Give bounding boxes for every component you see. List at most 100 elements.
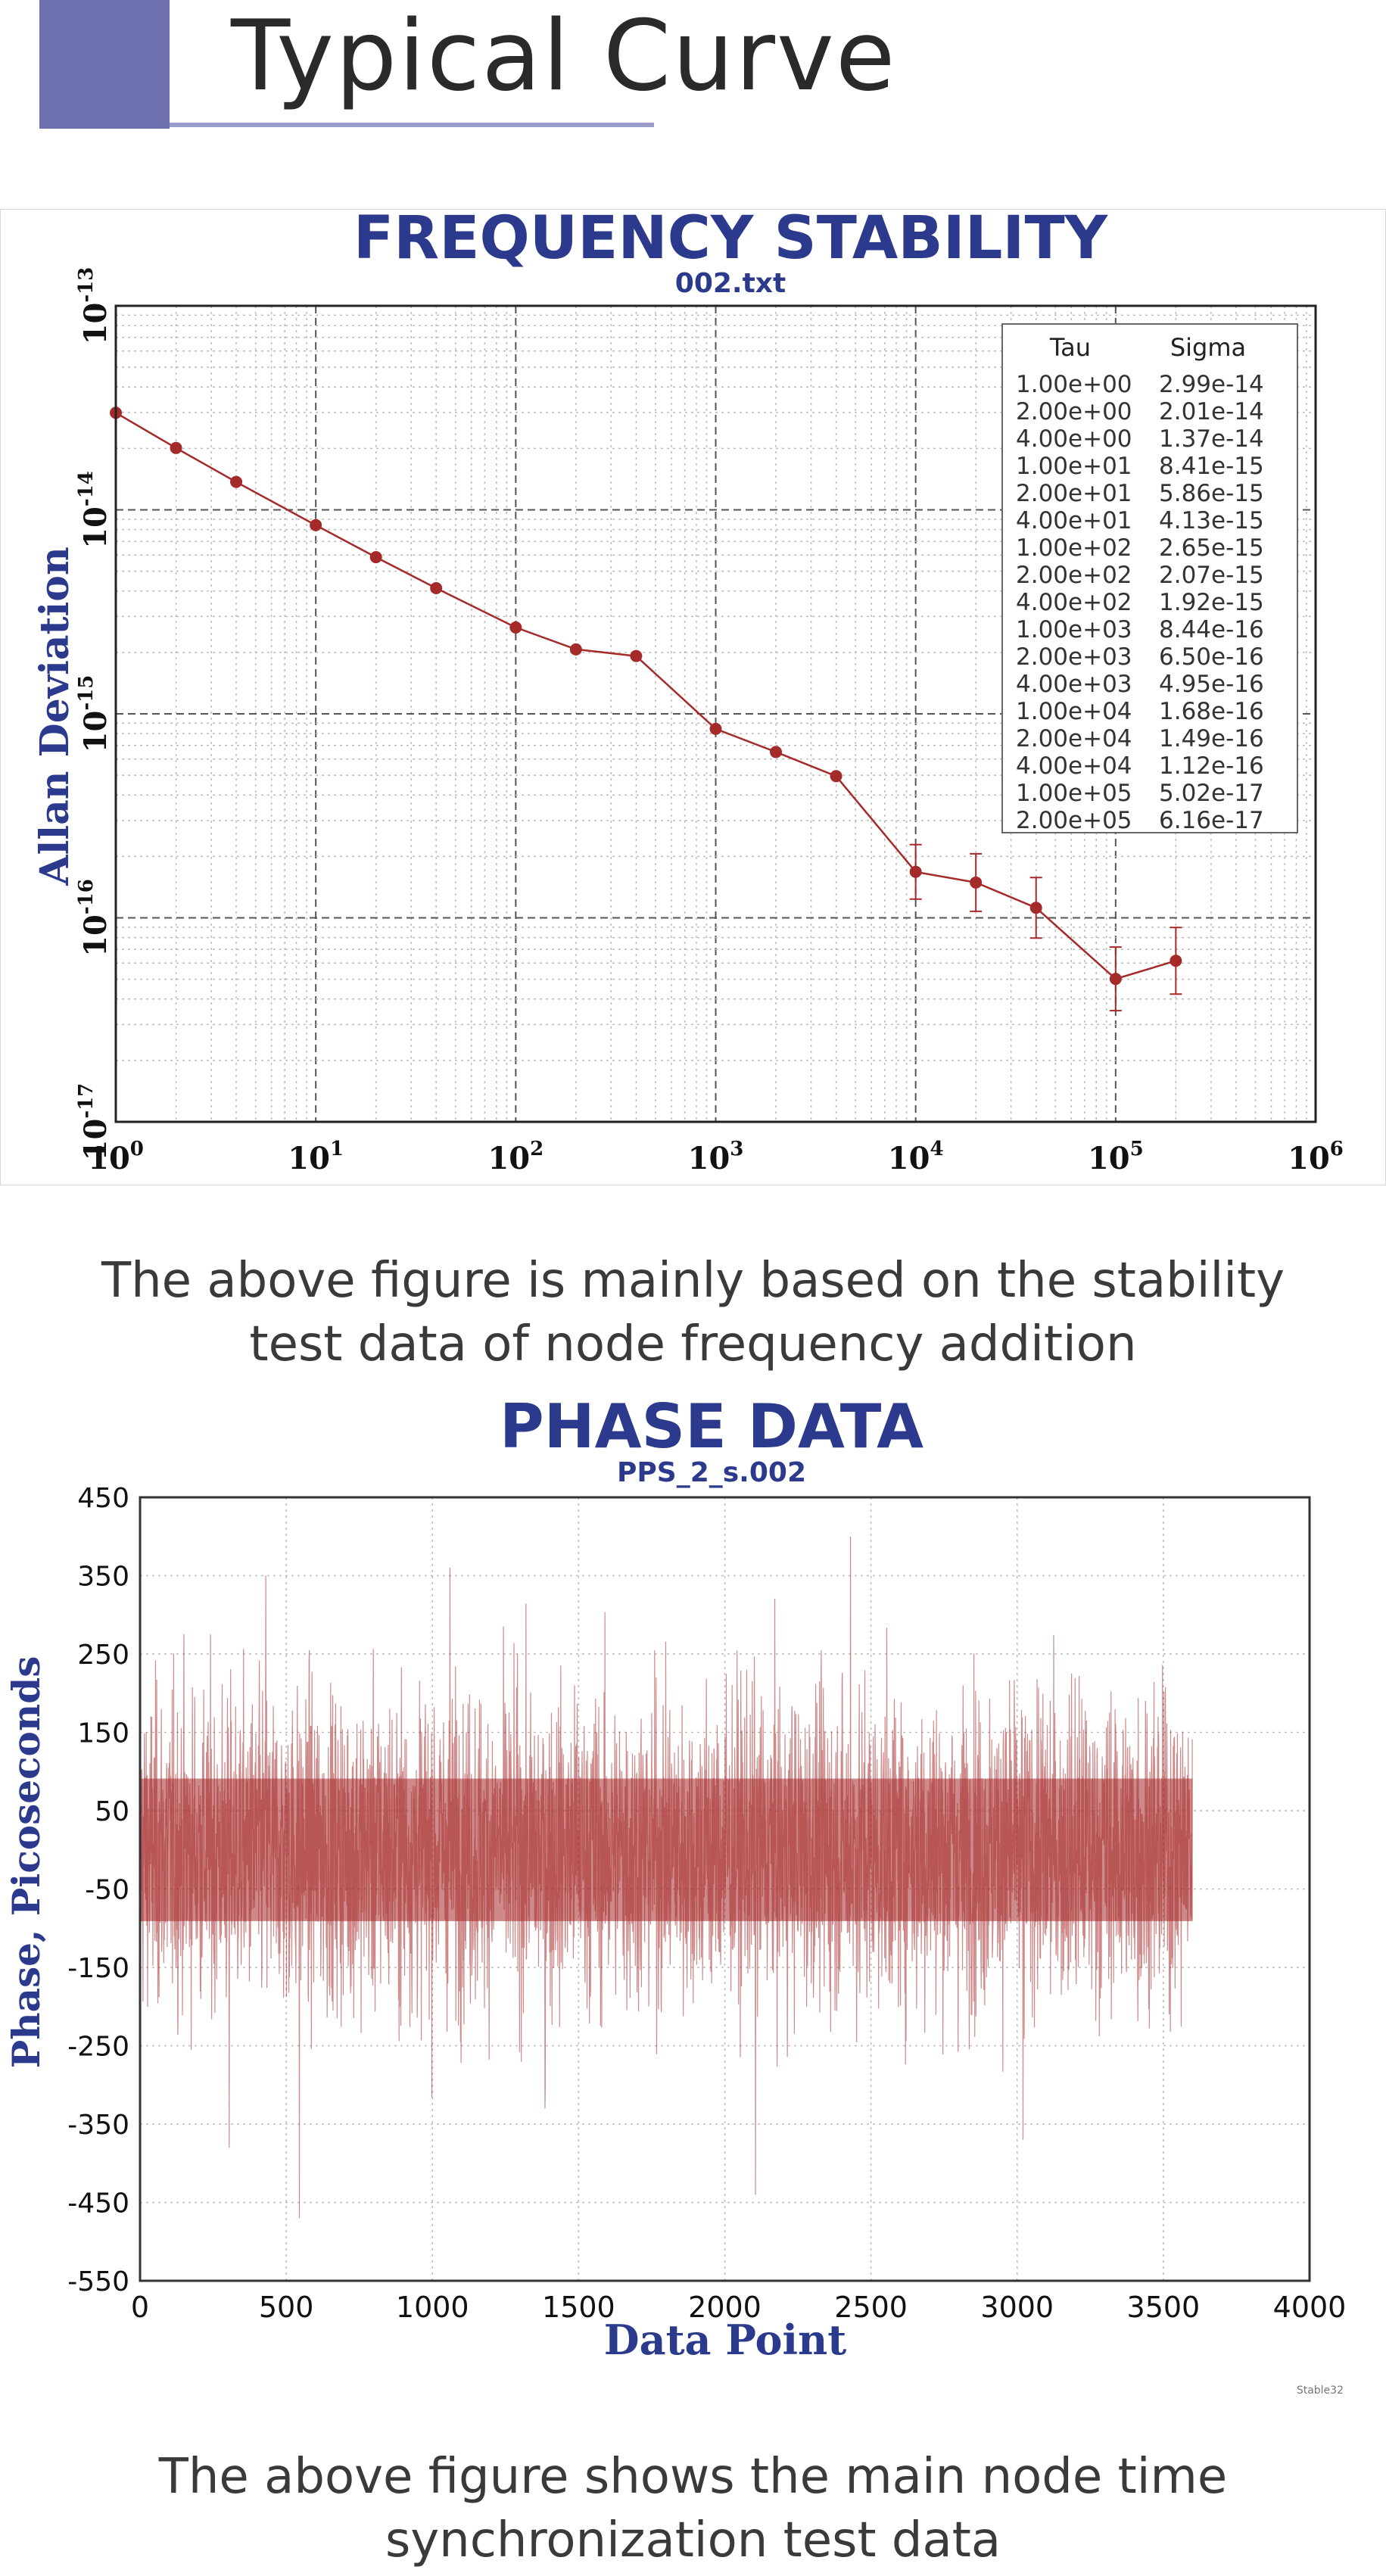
y-tick-label: -250 [67,2032,129,2063]
table-cell-tau: 1.00e+05 [1016,780,1132,807]
y-tick-label: -450 [67,2188,129,2219]
y-tick-label: 350 [77,1562,129,1593]
frequency-stability-chart: FREQUENCY STABILITY 002.txt Allan Deviat… [0,209,1386,1185]
x-tick-label: 3000 [980,2291,1054,2324]
table-cell-tau: 2.00e+03 [1016,643,1132,671]
data-point [569,643,582,656]
data-point [630,649,643,662]
y-axis-label: Phase, Picoseconds [4,1656,48,2069]
table-cell-sigma: 1.49e-16 [1159,725,1264,752]
table-cell-sigma: 6.16e-17 [1159,807,1264,834]
data-point [770,746,783,758]
x-tick-label: 500 [259,2291,314,2324]
x-tick-label: 101 [288,1138,344,1176]
y-tick-label: -350 [67,2110,129,2141]
table-cell-tau: 1.00e+04 [1016,698,1132,725]
x-tick-label: 2000 [688,2291,762,2324]
data-point [970,876,983,889]
data-point [709,722,722,735]
table-cell-sigma: 1.92e-15 [1159,589,1264,616]
page-title: Typical Curve [231,0,897,113]
table-cell-tau: 2.00e+01 [1016,480,1132,507]
table-header-tau: Tau [1049,333,1091,362]
y-tick-label: 10-16 [75,879,114,957]
table-cell-sigma: 5.86e-15 [1159,480,1264,507]
table-header-sigma: Sigma [1170,333,1246,362]
legend-table-box [1001,323,1298,833]
y-tick-label: 250 [77,1640,129,1671]
chart-title: FREQUENCY STABILITY [354,209,1109,273]
data-point [830,770,843,783]
phase-data-chart: PHASE DATA PPS_2_s.002 Phase, Picosecond… [4,1391,1347,2397]
x-tick-label: 0 [131,2291,149,2324]
x-tick-label: 2500 [834,2291,908,2324]
table-cell-tau: 2.00e+05 [1016,807,1132,834]
table-cell-tau: 2.00e+00 [1016,398,1132,425]
y-tick-label: 10-15 [75,675,114,753]
x-tick-label: 103 [688,1138,744,1176]
table-cell-tau: 4.00e+03 [1016,671,1132,698]
x-tick-label: 102 [487,1138,543,1176]
data-point [909,865,922,878]
caption-line: test data of node frequency addition [249,1316,1137,1372]
table-cell-tau: 2.00e+04 [1016,725,1132,752]
table-cell-sigma: 6.50e-16 [1159,643,1264,671]
x-tick-label: 1000 [396,2291,469,2324]
data-point [430,582,443,595]
x-tick-label: 105 [1088,1138,1144,1176]
title-underline [170,123,654,127]
data-point [170,441,182,454]
table-cell-sigma: 1.68e-16 [1159,698,1264,725]
table-cell-tau: 1.00e+01 [1016,453,1132,480]
table-cell-tau: 4.00e+02 [1016,589,1132,616]
data-point [509,621,522,634]
y-axis-label: Allan Deviation [32,547,78,886]
chart-subtitle: 002.txt [675,268,786,299]
x-tick-label: 3500 [1127,2291,1201,2324]
data-point [1029,902,1042,914]
y-tick-label: -150 [67,1953,129,1984]
chart-title: PHASE DATA [500,1391,923,1462]
header-accent-block [39,0,170,129]
x-axis-label: Data Point [604,2316,846,2364]
table-cell-sigma: 8.44e-16 [1159,616,1264,643]
table-cell-sigma: 2.07e-15 [1159,562,1264,589]
y-tick-label: 150 [77,1718,129,1749]
y-tick-label: 450 [77,1483,129,1514]
table-cell-sigma: 2.65e-15 [1159,534,1264,562]
data-point [1109,973,1122,986]
table-cell-sigma: 1.37e-14 [1159,425,1264,453]
table-cell-sigma: 2.01e-14 [1159,398,1264,425]
caption-line: synchronization test data [385,2512,1001,2568]
x-tick-label: 104 [888,1138,944,1176]
x-tick-label: 4000 [1273,2291,1347,2324]
x-tick-label: 1500 [542,2291,615,2324]
table-cell-sigma: 4.95e-16 [1159,671,1264,698]
data-point [1170,955,1182,967]
y-tick-label: 10-14 [75,471,114,549]
caption-phase: The above figure shows the main node tim… [0,2445,1386,2572]
table-cell-tau: 4.00e+01 [1016,507,1132,534]
y-tick-label: 10-13 [75,267,114,345]
table-cell-sigma: 4.13e-15 [1159,507,1264,534]
phase-core-band [140,1778,1193,1921]
data-point [369,551,382,564]
table-cell-sigma: 5.02e-17 [1159,780,1264,807]
table-cell-tau: 4.00e+00 [1016,425,1132,453]
data-point [230,475,243,488]
table-cell-tau: 4.00e+04 [1016,752,1132,780]
table-cell-sigma: 8.41e-15 [1159,453,1264,480]
table-cell-sigma: 1.12e-16 [1159,752,1264,780]
table-cell-tau: 1.00e+03 [1016,616,1132,643]
y-tick-label: -50 [85,1875,129,1906]
caption-line: The above figure shows the main node tim… [158,2449,1228,2505]
caption-line: The above figure is mainly based on the … [101,1253,1285,1309]
y-tick-label: -550 [67,2266,129,2297]
table-cell-sigma: 2.99e-14 [1159,371,1264,398]
y-tick-label: 10-17 [75,1083,114,1161]
table-cell-tau: 1.00e+00 [1016,371,1132,398]
data-point [310,519,322,531]
table-cell-tau: 1.00e+02 [1016,534,1132,562]
chart-subtitle: PPS_2_s.002 [617,1457,806,1488]
x-tick-label: 106 [1288,1138,1344,1176]
